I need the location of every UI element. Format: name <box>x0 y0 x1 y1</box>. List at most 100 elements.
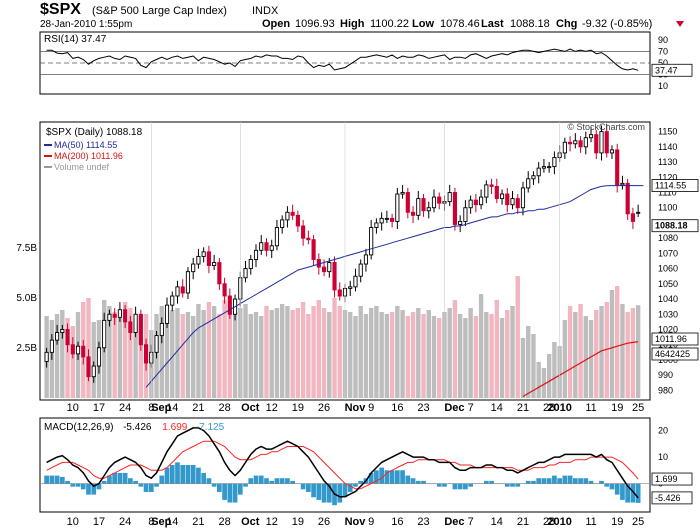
price-tick-label: 1140 <box>658 142 677 152</box>
volume-bar <box>243 304 248 398</box>
volume-bar <box>515 276 520 398</box>
macd-histogram-bar <box>630 483 636 503</box>
candle-body <box>133 313 138 333</box>
volume-bar <box>389 312 395 398</box>
volume-bar <box>321 308 327 398</box>
candle-body <box>337 289 342 297</box>
chg-value: -9.32 (-0.85%) <box>582 18 652 30</box>
volume-bar <box>217 314 222 398</box>
rsi-line <box>46 48 639 71</box>
candle-body <box>159 322 164 337</box>
candle-body <box>55 332 60 341</box>
candle-body <box>91 365 96 378</box>
volume-bar <box>405 316 411 398</box>
macd-histogram-bar <box>342 483 348 498</box>
macd-histogram-bar <box>128 478 133 485</box>
macd-histogram-bar <box>604 483 610 487</box>
rsi-tick-label: 90 <box>658 35 668 45</box>
x-tick-label: 26 <box>318 516 330 528</box>
macd-histogram-bar <box>211 483 217 487</box>
candle-body <box>484 184 489 198</box>
candle-body <box>562 141 567 154</box>
candle-body <box>588 134 594 139</box>
ma50-line <box>145 185 644 388</box>
macd-histogram-bar <box>567 475 573 485</box>
macd-signal-last-box <box>651 472 693 486</box>
chg-label: Chg <box>556 18 577 30</box>
macd-histogram-bar <box>290 480 296 485</box>
candle-body <box>301 225 306 239</box>
x-tick-label: 25 <box>632 516 644 528</box>
candle-body <box>604 131 609 154</box>
candle-body <box>473 199 478 206</box>
macd-chart: 01020MACD(12,26,9)-5.4261.699-7.1251.699… <box>40 422 693 506</box>
volume-bar <box>185 312 191 398</box>
volume-last-label: 4642425 <box>655 349 690 359</box>
candle-body <box>541 166 546 169</box>
candle-body <box>458 220 463 225</box>
candle-body <box>290 211 295 216</box>
candle-body <box>395 193 400 222</box>
candle-body <box>552 157 557 168</box>
price-title: $SPX (Daily) 1088.18 <box>46 127 143 138</box>
candle-body <box>274 227 280 247</box>
candle-body <box>390 217 395 222</box>
macd-histogram-bar <box>253 475 259 485</box>
candle-body <box>609 149 615 154</box>
volume-bar <box>175 308 180 398</box>
candle-body <box>437 196 442 204</box>
volume-bar <box>457 314 463 398</box>
candle-body <box>65 329 70 346</box>
volume-bar <box>630 308 636 398</box>
macd-histogram-bar <box>394 470 400 485</box>
macd-last-box <box>651 491 693 505</box>
macd-histogram-bar <box>546 478 552 485</box>
macd-histogram-bar <box>358 480 364 485</box>
macd-histogram-bar <box>620 483 625 500</box>
ma200-last-label-box <box>651 332 699 346</box>
macd-histogram-bar <box>321 483 327 503</box>
candle-body <box>164 304 170 324</box>
volume-bar <box>295 308 301 398</box>
macd-histogram-bar <box>217 483 222 492</box>
candle-body <box>353 275 358 288</box>
volume-bar <box>473 316 479 398</box>
macd-histogram-bar <box>463 483 468 490</box>
macd-histogram-bar <box>107 475 112 485</box>
macd-histogram-bar <box>65 480 70 485</box>
volume-bar <box>635 305 641 398</box>
macd-last-label: -5.426 <box>655 493 681 503</box>
macd-histogram-bar <box>457 483 463 490</box>
volume-bar <box>416 308 421 398</box>
volume-bar <box>86 298 91 398</box>
macd-histogram-bar <box>44 475 49 485</box>
volume-bar <box>494 300 500 398</box>
candle-body <box>515 198 520 209</box>
candle-body <box>636 211 641 214</box>
volume-bar <box>211 306 217 398</box>
price-tick-label: 1150 <box>658 127 677 137</box>
candle-body <box>358 263 363 277</box>
candle-body <box>447 192 452 203</box>
candle-body <box>599 131 604 154</box>
rsi-tick-label: 10 <box>658 81 668 91</box>
ma50-last-label: 1114.55 <box>655 181 686 191</box>
volume-bar <box>170 310 175 398</box>
open-label: Open <box>262 18 290 30</box>
volume-bar <box>468 308 473 398</box>
volume-bar <box>274 308 280 398</box>
macd-legend-label: -7.125 <box>196 422 225 433</box>
macd-legend-label: 1.699 <box>162 422 187 433</box>
candle-body <box>410 211 416 216</box>
macd-histogram-bar <box>227 483 233 503</box>
volume-bar <box>206 302 212 398</box>
x-tick-label: 28 <box>218 516 230 528</box>
candle-body <box>547 166 552 169</box>
volume-bar <box>259 316 264 398</box>
x-tick-label: 21 <box>192 516 204 528</box>
volume-bar <box>615 286 620 398</box>
volume-bar <box>348 312 353 398</box>
x-tick-label: 16 <box>391 402 403 414</box>
volume-bar <box>604 302 609 398</box>
volume-bar <box>410 312 416 398</box>
